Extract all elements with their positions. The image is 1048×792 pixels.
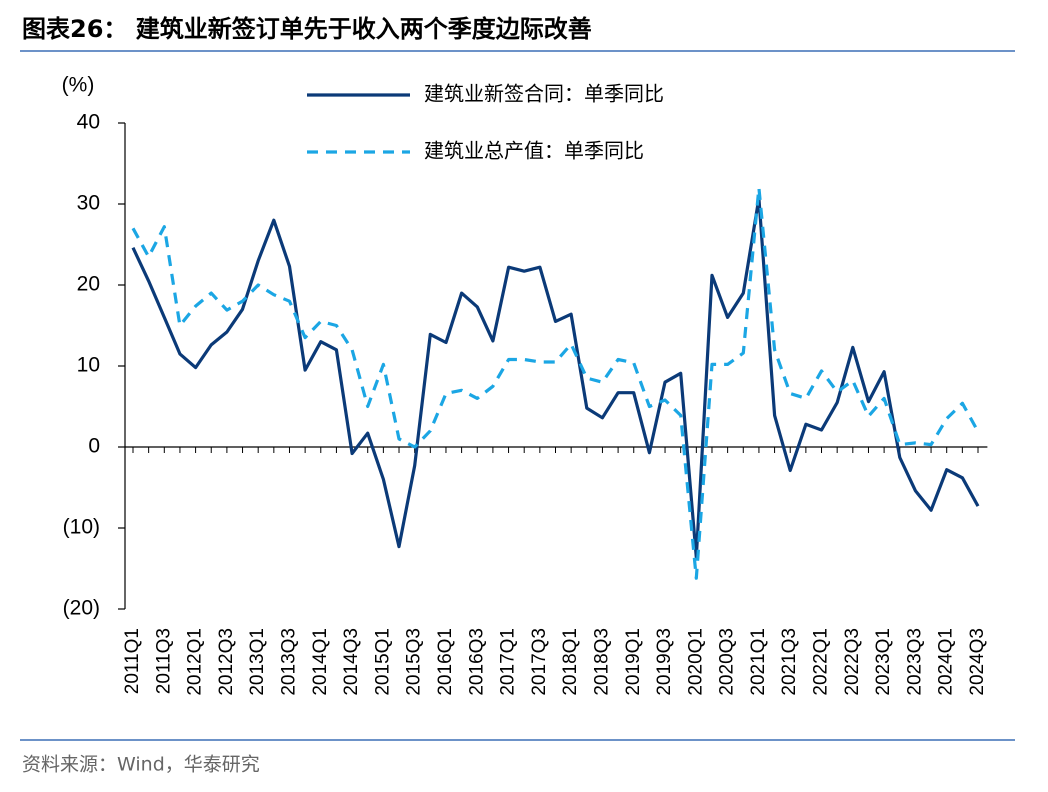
x-tick-label: 2023Q3 [904,628,925,696]
y-tick-label: 20 [77,273,100,296]
legend-label: 建筑业新签合同：单季同比 [424,82,664,106]
y-unit: (%) [62,74,95,97]
x-tick-label: 2018Q3 [591,628,612,696]
y-tick-label: 30 [77,192,100,215]
x-tick-label: 2015Q1 [372,628,393,696]
x-tick-label: 2016Q1 [435,628,456,696]
x-tick-label: 2023Q1 [873,628,894,696]
x-tick-label: 2017Q3 [529,628,550,696]
chart-title: 图表26： 建筑业新签订单先于收入两个季度边际改善 [22,15,592,43]
x-tick-label: 2013Q1 [247,628,268,696]
x-tick-label: 2021Q1 [748,628,769,696]
x-tick-label: 2011Q3 [153,628,174,694]
x-tick-label: 2020Q1 [685,628,706,696]
x-tick-label: 2014Q1 [310,628,331,696]
x-tick-label: 2019Q3 [654,628,675,696]
x-tick-label: 2020Q3 [717,628,738,696]
y-tick-label: 0 [88,435,100,458]
x-tick-label: 2012Q1 [185,628,206,696]
x-tick-label: 2017Q1 [498,628,519,696]
x-tick-label: 2012Q3 [216,628,237,696]
x-tick-label: 2021Q3 [779,628,800,696]
x-tick-label: 2019Q1 [623,628,644,696]
x-tick-label: 2022Q1 [811,628,832,696]
legend-label: 建筑业总产值：单季同比 [424,139,644,163]
x-tick-label: 2024Q1 [936,628,957,696]
y-tick-label: (10) [63,516,100,539]
x-tick-label: 2013Q3 [278,628,299,696]
y-tick-label: 10 [77,354,100,377]
source: 资料来源：Wind，华泰研究 [22,754,260,776]
x-tick-label: 2011Q1 [122,628,143,694]
x-tick-label: 2016Q3 [466,628,487,696]
y-tick-label: 40 [77,111,100,134]
x-tick-label: 2015Q3 [404,628,425,696]
series-line [131,186,980,580]
x-tick-label: 2014Q3 [341,628,362,696]
x-tick-label: 2024Q3 [967,628,988,696]
y-tick-label: (20) [63,597,100,620]
x-tick-label: 2018Q1 [560,628,581,696]
series-line [131,196,980,559]
x-tick-label: 2022Q3 [842,628,863,696]
